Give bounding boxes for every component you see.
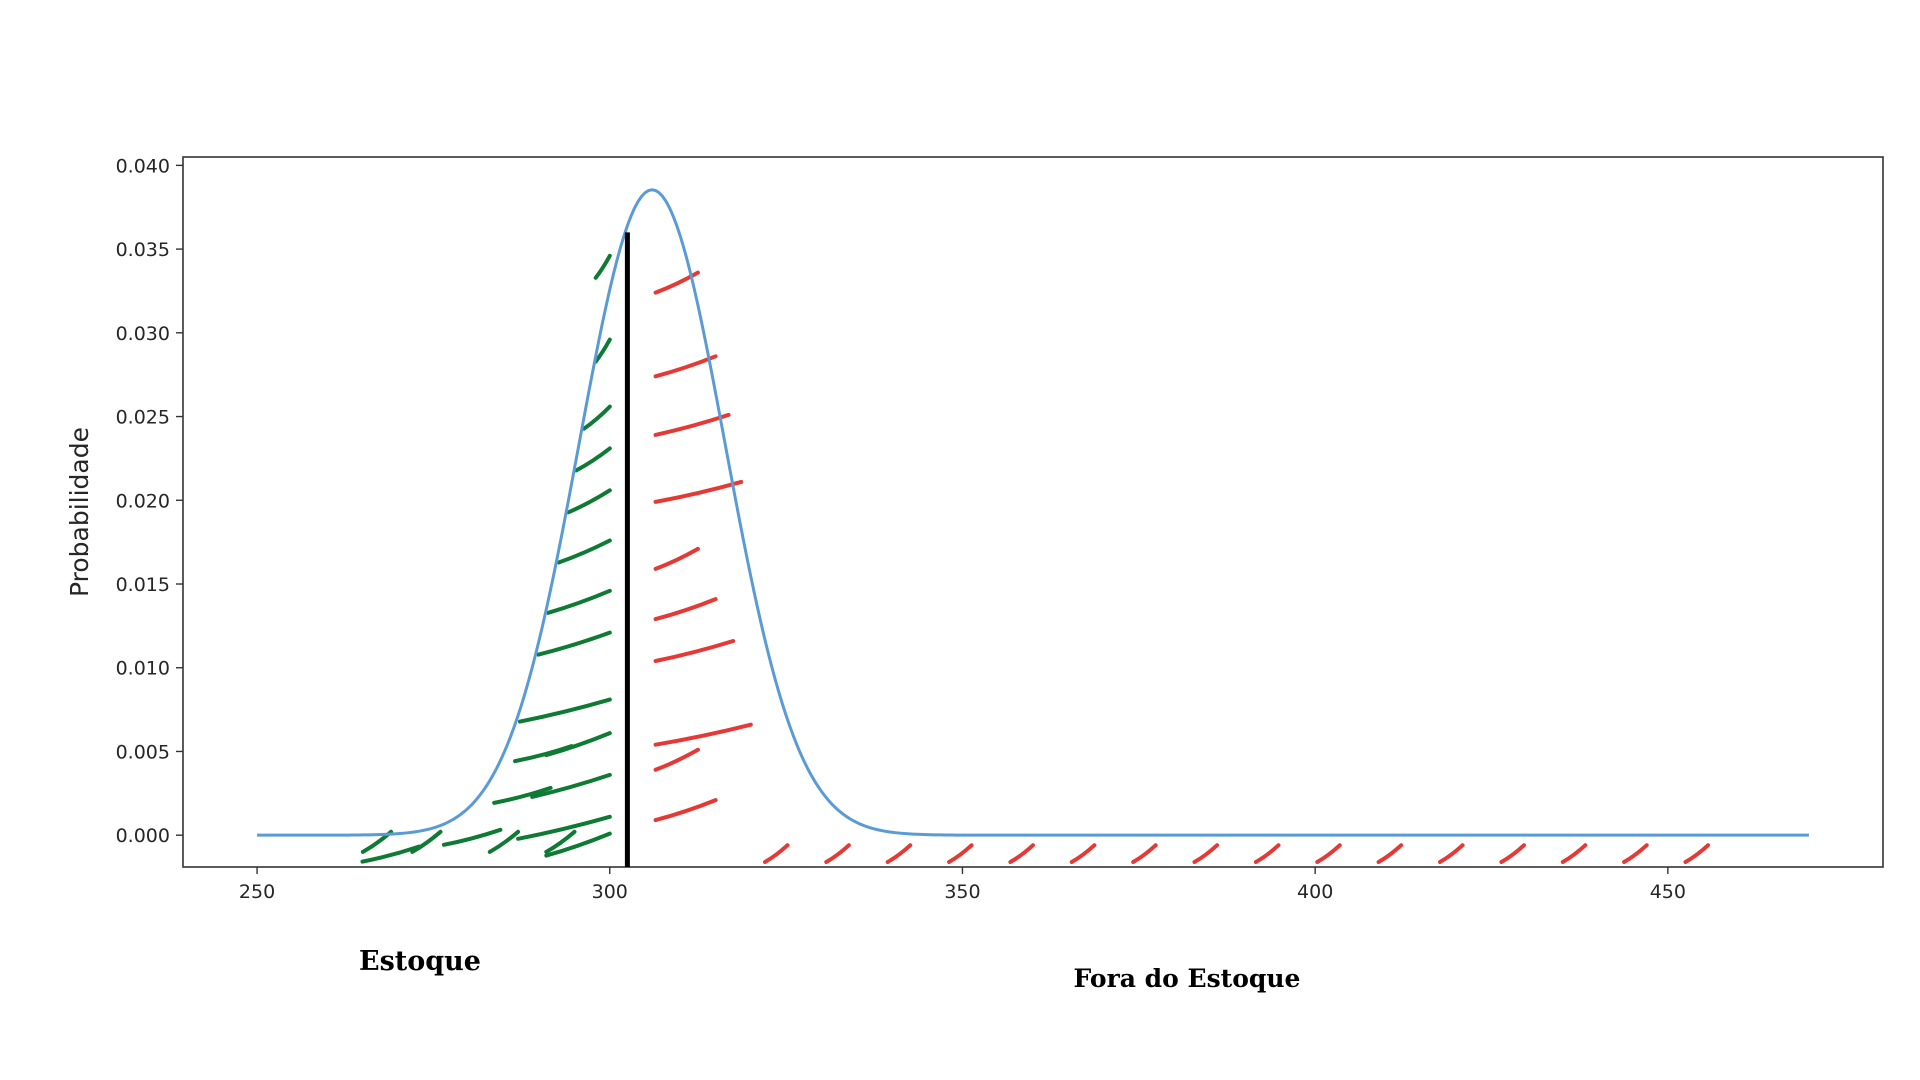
hatch-stroke: [593, 253, 612, 280]
hatch-stroke: [1622, 843, 1649, 864]
hatch-stroke: [653, 354, 718, 379]
y-tick-label: 0.025: [116, 407, 170, 429]
estoque-brace: [315, 882, 562, 906]
hatch-stroke: [1131, 843, 1158, 864]
hatch-stroke: [653, 412, 731, 437]
hatch-stroke: [885, 843, 913, 864]
hatch-stroke: [513, 744, 574, 764]
series-line: [257, 188, 1809, 837]
estoque-label: Estoque: [359, 946, 481, 977]
hatch-stroke: [653, 798, 718, 823]
hatch-stroke: [487, 829, 521, 854]
y-tick-label: 0.035: [116, 239, 170, 261]
hatch-stroke: [566, 488, 612, 515]
hatch-stroke: [544, 831, 612, 858]
hatch-stroke: [824, 843, 851, 864]
hatch-stroke: [653, 597, 718, 622]
x-tick-label: 450: [1650, 881, 1686, 903]
hatch-stroke: [410, 829, 443, 854]
hatch-stroke: [582, 404, 612, 431]
fora-do-estoque-brace: [810, 902, 1512, 929]
hatch-stroke: [653, 747, 700, 772]
y-tick-label: 0.015: [116, 574, 170, 596]
hatch-stroke: [536, 630, 612, 657]
hatch-stroke: [1192, 843, 1220, 864]
y-tick-label: 0.040: [116, 155, 170, 177]
hatch-stroke: [441, 827, 503, 847]
x-tick-label: 300: [592, 881, 628, 903]
fora-do-estoque-label: Fora do Estoque: [1074, 964, 1301, 993]
hatch-stroke: [1499, 843, 1526, 864]
hatch-stroke: [1315, 843, 1342, 864]
hatch-stroke: [653, 722, 753, 747]
hatch-stroke: [1438, 843, 1465, 864]
hatch-stroke: [574, 446, 612, 473]
hatch-stroke: [593, 337, 612, 364]
hatch-stroke: [1376, 843, 1404, 864]
estoque-hatch: [360, 253, 612, 864]
hatch-stroke: [1560, 843, 1588, 864]
hatch-stroke: [544, 829, 577, 854]
x-axis: 250 300 350 400 450: [239, 867, 1686, 903]
hatch-stroke: [518, 697, 612, 724]
hatch-stroke: [1008, 843, 1035, 864]
x-tick-label: 400: [1297, 881, 1333, 903]
hatch-stroke: [556, 538, 612, 565]
hatch-stroke: [1253, 843, 1281, 864]
fora-do-estoque-hatch: [653, 270, 1711, 864]
y-axis-title: Probabilidade: [65, 427, 94, 597]
x-tick-label: 350: [944, 881, 980, 903]
y-axis: 0.000 0.005 0.010 0.015 0.020 0.025 0.030 0.035…: [116, 155, 183, 847]
hatch-stroke: [763, 843, 790, 864]
hatch-stroke: [653, 546, 700, 571]
hatch-stroke: [360, 844, 421, 864]
y-tick-label: 0.005: [116, 741, 170, 763]
hatch-stroke: [516, 814, 612, 841]
x-tick-label: 250: [239, 881, 275, 903]
hatch-stroke: [492, 785, 553, 805]
y-tick-label: 0.030: [116, 323, 170, 345]
plot-frame: [182, 156, 1884, 868]
y-tick-label: 0.000: [116, 825, 170, 847]
y-tick-label: 0.020: [116, 490, 170, 512]
hatch-stroke: [546, 588, 612, 615]
hatch-stroke: [653, 639, 736, 663]
y-tick-label: 0.010: [116, 658, 170, 680]
hatch-stroke: [947, 843, 974, 864]
hatch-stroke: [530, 772, 612, 799]
hatch-stroke: [653, 270, 700, 295]
hatch-stroke: [1069, 843, 1097, 864]
hatch-stroke: [1683, 843, 1711, 864]
